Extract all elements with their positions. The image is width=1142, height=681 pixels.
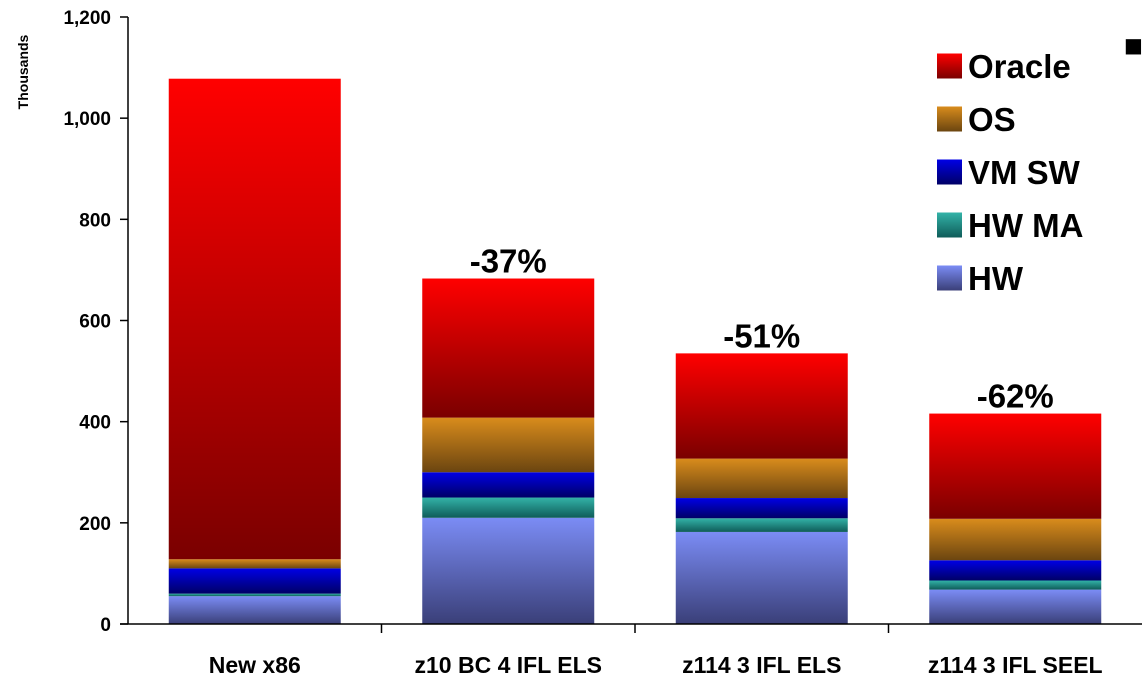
bar-segment-hw — [929, 589, 1102, 624]
legend-swatch — [937, 106, 962, 132]
bar-segment-oracle — [675, 353, 848, 459]
percent-change-label: -37% — [470, 243, 547, 280]
percent-change-label: -62% — [977, 378, 1054, 415]
y-tick-label: 800 — [79, 210, 111, 231]
x-category-label: New x86 — [209, 652, 301, 678]
bar-segment-oracle — [929, 413, 1102, 519]
y-tick-label: 400 — [79, 413, 111, 434]
legend-swatch — [937, 212, 962, 238]
bar-segment-vm-sw — [168, 568, 341, 594]
y-axis-label: Thousands — [15, 34, 31, 109]
bar-segment-os — [675, 458, 848, 499]
x-category-label: z114 3 IFL SEEL — [928, 652, 1103, 678]
y-tick-label: 1,000 — [63, 109, 111, 130]
bar-segment-oracle — [422, 278, 595, 418]
percent-change-label: -51% — [723, 317, 800, 354]
legend: Oracle OS VM SW HW MA HW — [937, 48, 1083, 297]
bars-group — [168, 78, 1102, 624]
bar-segment-os — [168, 559, 341, 569]
y-tick-label: 0 — [100, 615, 111, 636]
legend-label: HW MA — [968, 207, 1083, 244]
bar-segment-hw — [168, 596, 341, 624]
bar-segment-oracle — [168, 78, 341, 560]
bar-segment-hw-ma — [675, 518, 848, 532]
bar-segment-hw-ma — [422, 497, 595, 518]
bar-segment-hw — [422, 517, 595, 624]
x-category-label: z10 BC 4 IFL ELS — [415, 652, 602, 678]
legend-swatch — [937, 265, 962, 291]
bar-segment-os — [422, 417, 595, 473]
bar-segment-vm-sw — [422, 472, 595, 498]
x-category-label: z114 3 IFL ELS — [682, 652, 841, 678]
legend-label: Oracle — [968, 48, 1071, 85]
bar-segment-hw — [675, 531, 848, 624]
annotations-group: -37% -51% -62% — [470, 243, 1054, 415]
legend-label: HW — [968, 260, 1024, 297]
y-tick-label: 200 — [79, 514, 111, 535]
bar-segment-os — [929, 518, 1102, 561]
legend-label: VM SW — [968, 154, 1081, 191]
bar-segment-hw-ma — [929, 580, 1102, 590]
legend-label: OS — [968, 101, 1016, 138]
axes-group: 0 200 400 600 800 1,000 1,200 New x86 z10 BC 4 I… — [63, 8, 1142, 678]
corner-marker: ■ — [1124, 33, 1142, 57]
legend-swatch — [937, 53, 962, 79]
y-tick-label: 1,200 — [63, 8, 111, 29]
bar-segment-vm-sw — [929, 560, 1102, 581]
bar-segment-vm-sw — [675, 498, 848, 519]
legend-swatch — [937, 159, 962, 185]
y-tick-label: 600 — [79, 312, 111, 333]
bar-segment-hw-ma — [168, 593, 341, 597]
